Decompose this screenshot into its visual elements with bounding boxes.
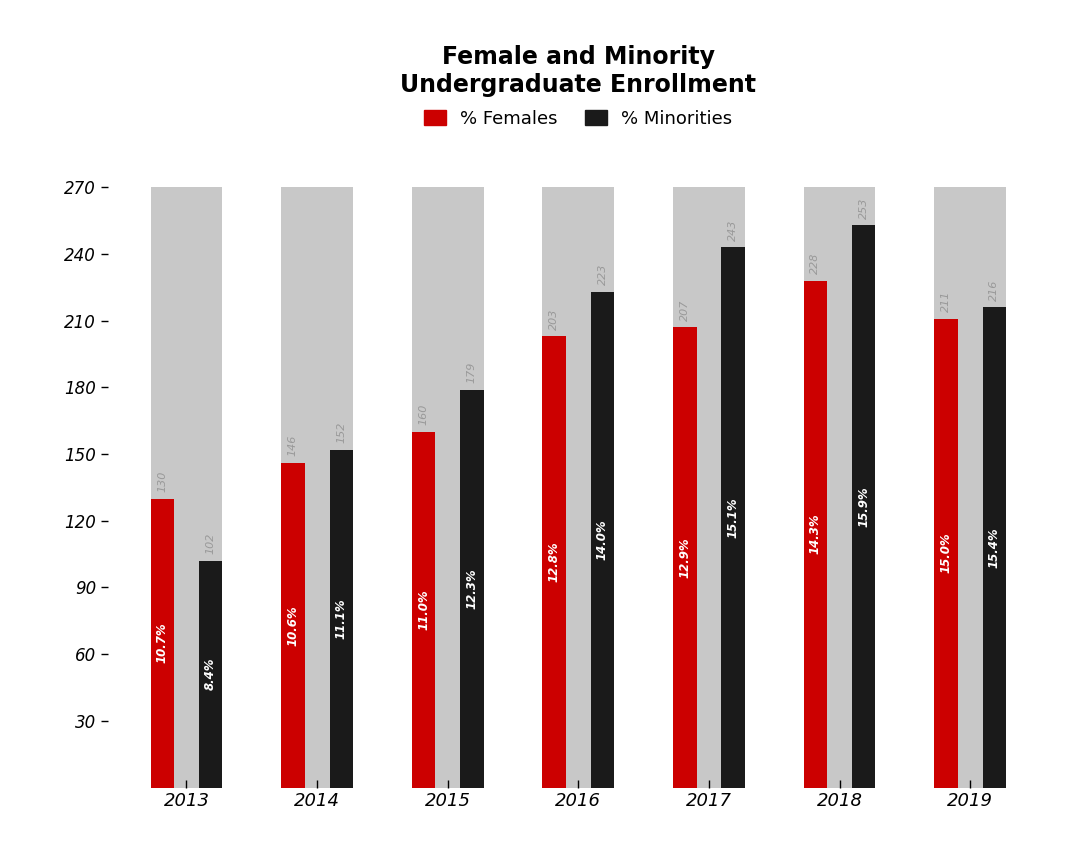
Text: 11.1%: 11.1% xyxy=(335,598,348,639)
Text: 8.4%: 8.4% xyxy=(204,658,217,691)
Text: 211: 211 xyxy=(942,290,951,312)
Bar xyxy=(673,187,745,788)
Bar xyxy=(461,389,483,788)
Text: 253: 253 xyxy=(858,197,869,218)
Bar xyxy=(590,292,614,788)
Bar xyxy=(983,307,1006,788)
Legend: % Females, % Minorities: % Females, % Minorities xyxy=(417,103,739,135)
Text: 10.7%: 10.7% xyxy=(156,622,169,663)
Bar xyxy=(281,187,353,788)
Bar xyxy=(934,187,1006,788)
Text: 228: 228 xyxy=(811,253,820,274)
Bar xyxy=(934,318,958,788)
Text: 160: 160 xyxy=(418,404,428,425)
Text: 146: 146 xyxy=(288,435,298,456)
Bar xyxy=(543,187,614,788)
Text: 12.8%: 12.8% xyxy=(548,542,561,582)
Text: 12.3%: 12.3% xyxy=(466,568,479,609)
Text: 11.0%: 11.0% xyxy=(417,590,430,630)
Text: 223: 223 xyxy=(598,264,608,285)
Bar xyxy=(199,561,223,788)
Text: 243: 243 xyxy=(729,219,738,241)
Bar xyxy=(150,498,174,788)
Text: 10.6%: 10.6% xyxy=(286,605,299,645)
Bar xyxy=(281,463,305,788)
Bar xyxy=(803,187,876,788)
Text: 179: 179 xyxy=(467,361,477,383)
Text: 15.4%: 15.4% xyxy=(988,527,1001,568)
Bar xyxy=(543,336,566,788)
Bar xyxy=(721,247,745,788)
Text: 15.1%: 15.1% xyxy=(726,497,739,538)
Text: 12.9%: 12.9% xyxy=(678,538,691,578)
Text: 130: 130 xyxy=(158,471,168,492)
Bar xyxy=(150,187,223,788)
Bar xyxy=(852,225,876,788)
Bar xyxy=(412,187,483,788)
Text: 102: 102 xyxy=(205,532,215,554)
Text: 207: 207 xyxy=(680,300,690,321)
Bar xyxy=(673,328,696,788)
Text: 15.9%: 15.9% xyxy=(857,486,870,526)
Title: Female and Minority
Undergraduate Enrollment: Female and Minority Undergraduate Enroll… xyxy=(400,45,757,97)
Text: 14.0%: 14.0% xyxy=(596,520,609,560)
Bar xyxy=(803,281,827,788)
Text: 14.3%: 14.3% xyxy=(809,514,822,555)
Bar xyxy=(412,432,436,788)
Text: 15.0%: 15.0% xyxy=(939,532,952,574)
Text: 203: 203 xyxy=(549,308,559,330)
Bar xyxy=(330,449,353,788)
Text: 216: 216 xyxy=(989,279,999,300)
Text: 152: 152 xyxy=(336,422,346,443)
